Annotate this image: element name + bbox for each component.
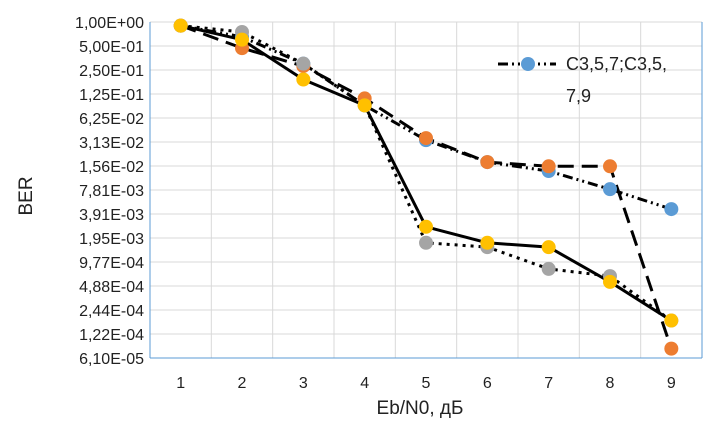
x-tick-label: 9 <box>667 375 676 392</box>
y-tick-labels: 1,00E+00 5,00E-01 2,50E-01 1,25E-01 6,25E-02… <box>75 15 144 368</box>
y-axis-title: BER <box>16 176 37 215</box>
x-tick-label: 5 <box>422 375 431 392</box>
legend-marker <box>521 57 535 71</box>
series-3-point <box>419 235 433 250</box>
x-tick-label: 2 <box>238 375 247 392</box>
series-4-point <box>235 32 249 47</box>
legend-text-line-2: 7,9 <box>566 86 591 106</box>
series-4-point <box>480 235 495 250</box>
series-3-point <box>541 261 556 276</box>
series-4-point <box>357 98 372 113</box>
x-tick-label: 3 <box>299 375 308 392</box>
y-tick-label: 4,88E-04 <box>79 279 144 296</box>
series-2-point <box>541 159 556 174</box>
series-2-point <box>603 159 617 174</box>
series-2-line <box>180 24 673 350</box>
series-2-point <box>664 341 679 356</box>
y-tick-label: 1,25E-01 <box>79 87 144 104</box>
y-tick-label: 3,91E-03 <box>79 207 144 224</box>
x-axis-title: Eb/N0, дБ <box>377 398 464 419</box>
x-tick-labels: 1 2 3 4 5 6 7 8 9 <box>176 375 676 392</box>
series-1-point <box>664 202 679 217</box>
series-1-point <box>603 182 617 197</box>
y-tick-label: 1,00E+00 <box>75 15 144 32</box>
x-tick-label: 6 <box>483 375 492 392</box>
x-tick-label: 4 <box>360 375 369 392</box>
plot-area <box>173 18 679 356</box>
series-2-point <box>480 155 495 170</box>
series-1-line <box>180 24 672 211</box>
y-tick-label: 1,22E-04 <box>79 327 144 344</box>
series-4-point <box>603 274 617 289</box>
series-4-point <box>173 18 188 33</box>
series-2-point <box>419 131 433 146</box>
series-4-point <box>296 72 311 87</box>
series-4-point <box>664 313 679 328</box>
y-tick-label: 6,25E-02 <box>79 111 144 128</box>
y-tick-label: 5,00E-01 <box>79 39 144 56</box>
y-tick-label: 7,81E-03 <box>79 183 144 200</box>
y-tick-label: 1,95E-03 <box>79 231 144 248</box>
chart-axes <box>149 22 703 359</box>
y-tick-label: 9,77E-04 <box>79 255 144 272</box>
series-3-point <box>296 56 311 71</box>
x-tick-label: 1 <box>176 375 185 392</box>
x-tick-label: 7 <box>544 375 553 392</box>
y-tick-label: 1,56E-02 <box>79 159 144 176</box>
y-tick-label: 2,50E-01 <box>79 63 144 80</box>
y-tick-label: 6,10E-05 <box>79 351 144 368</box>
series-4-point <box>541 240 556 255</box>
legend-text-line-1: C3,5,7;C3,5, <box>566 54 667 74</box>
y-tick-label: 3,13E-02 <box>79 135 144 152</box>
y-tick-label: 2,44E-04 <box>79 303 144 320</box>
series-4-point <box>419 219 433 234</box>
x-tick-label: 8 <box>606 375 615 392</box>
legend: C3,5,7;C3,5, 7,9 <box>498 54 667 106</box>
